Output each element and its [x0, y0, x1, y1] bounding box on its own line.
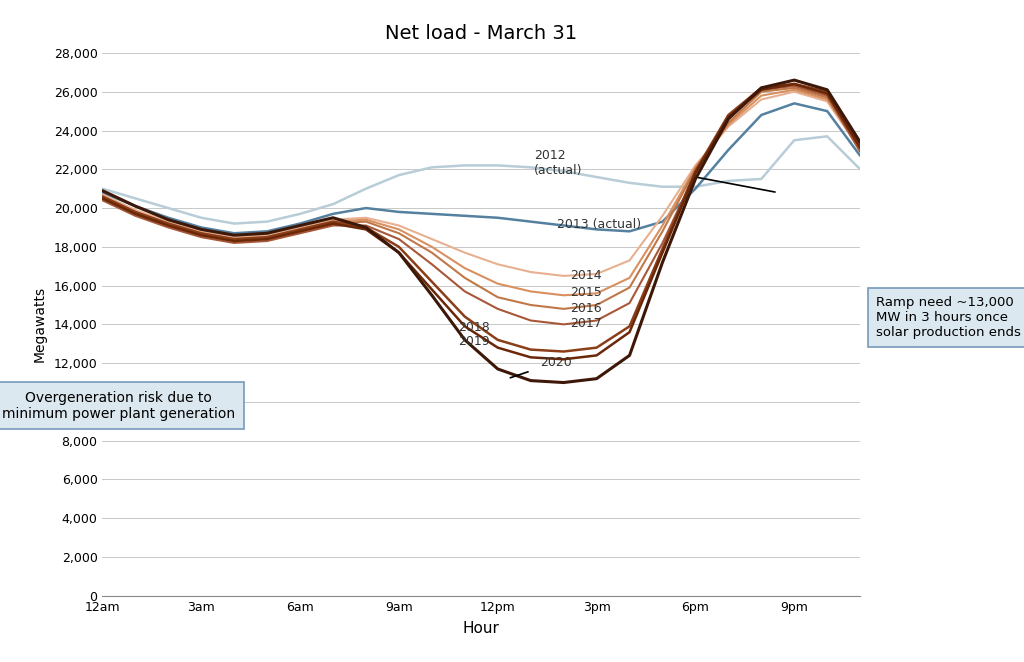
Text: 2020: 2020 [541, 356, 572, 369]
Text: Ramp need ~13,000
MW in 3 hours once
solar production ends: Ramp need ~13,000 MW in 3 hours once sol… [876, 297, 1020, 339]
Text: 2017: 2017 [570, 317, 602, 330]
Text: 2013 (actual): 2013 (actual) [557, 218, 641, 231]
X-axis label: Hour: Hour [463, 620, 500, 636]
Text: 2019: 2019 [458, 335, 489, 348]
Text: Overgeneration risk due to
minimum power plant generation: Overgeneration risk due to minimum power… [2, 391, 236, 421]
Text: 2016: 2016 [570, 302, 602, 314]
Text: 2015: 2015 [570, 286, 602, 299]
Title: Net load - March 31: Net load - March 31 [385, 24, 578, 43]
Text: 2018: 2018 [458, 321, 489, 334]
Text: 2012
(actual): 2012 (actual) [534, 149, 583, 177]
Text: 2014: 2014 [570, 269, 602, 282]
Y-axis label: Megawatts: Megawatts [33, 287, 47, 362]
